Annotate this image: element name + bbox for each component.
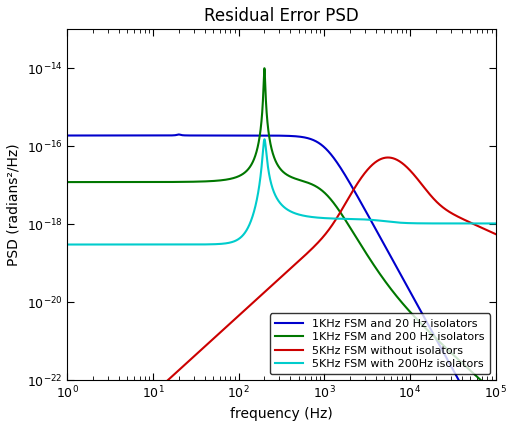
5KHz FSM with 200Hz isolators bbox=[318, 215, 324, 220]
1KHz FSM and 200 Hz isolators bbox=[382, 278, 388, 283]
1KHz FSM and 20 Hz isolators bbox=[86, 133, 92, 138]
5KHz FSM with 200Hz isolators bbox=[219, 241, 226, 246]
5KHz FSM with 200Hz isolators bbox=[64, 242, 70, 247]
1KHz FSM and 200 Hz isolators bbox=[336, 208, 342, 214]
1KHz FSM and 200 Hz isolators bbox=[64, 179, 70, 184]
5KHz FSM without isolators bbox=[318, 237, 324, 242]
5KHz FSM without isolators bbox=[382, 155, 388, 160]
5KHz FSM without isolators bbox=[385, 155, 391, 160]
1KHz FSM and 20 Hz isolators bbox=[219, 133, 226, 138]
5KHz FSM with 200Hz isolators bbox=[262, 137, 268, 142]
1KHz FSM and 20 Hz isolators bbox=[382, 243, 388, 248]
Legend: 1KHz FSM and 20 Hz isolators, 1KHz FSM and 200 Hz isolators, 5KHz FSM without is: 1KHz FSM and 20 Hz isolators, 1KHz FSM a… bbox=[270, 313, 490, 374]
5KHz FSM without isolators bbox=[336, 211, 342, 216]
Line: 1KHz FSM and 200 Hz isolators: 1KHz FSM and 200 Hz isolators bbox=[67, 68, 495, 394]
1KHz FSM and 20 Hz isolators bbox=[405, 285, 411, 290]
5KHz FSM without isolators bbox=[492, 232, 499, 237]
1KHz FSM and 20 Hz isolators bbox=[336, 163, 342, 169]
5KHz FSM with 200Hz isolators bbox=[86, 242, 92, 247]
5KHz FSM with 200Hz isolators bbox=[405, 220, 411, 226]
Line: 5KHz FSM with 200Hz isolators: 5KHz FSM with 200Hz isolators bbox=[67, 139, 495, 244]
1KHz FSM and 200 Hz isolators bbox=[86, 179, 92, 184]
5KHz FSM with 200Hz isolators bbox=[492, 221, 499, 226]
Y-axis label: PSD (radians²/Hz): PSD (radians²/Hz) bbox=[7, 143, 21, 266]
5KHz FSM with 200Hz isolators bbox=[336, 216, 342, 221]
Line: 1KHz FSM and 20 Hz isolators: 1KHz FSM and 20 Hz isolators bbox=[67, 134, 495, 428]
1KHz FSM and 20 Hz isolators bbox=[176, 132, 182, 137]
1KHz FSM and 200 Hz isolators bbox=[318, 187, 324, 192]
1KHz FSM and 200 Hz isolators bbox=[405, 307, 411, 312]
X-axis label: frequency (Hz): frequency (Hz) bbox=[230, 407, 333, 421]
5KHz FSM without isolators bbox=[405, 166, 411, 171]
5KHz FSM with 200Hz isolators bbox=[382, 219, 388, 224]
Line: 5KHz FSM without isolators: 5KHz FSM without isolators bbox=[67, 158, 495, 428]
1KHz FSM and 200 Hz isolators bbox=[219, 178, 226, 183]
Title: Residual Error PSD: Residual Error PSD bbox=[204, 7, 359, 25]
5KHz FSM without isolators bbox=[219, 328, 226, 333]
1KHz FSM and 200 Hz isolators bbox=[261, 65, 267, 71]
1KHz FSM and 20 Hz isolators bbox=[318, 142, 324, 147]
1KHz FSM and 200 Hz isolators bbox=[492, 391, 499, 396]
1KHz FSM and 20 Hz isolators bbox=[64, 133, 70, 138]
